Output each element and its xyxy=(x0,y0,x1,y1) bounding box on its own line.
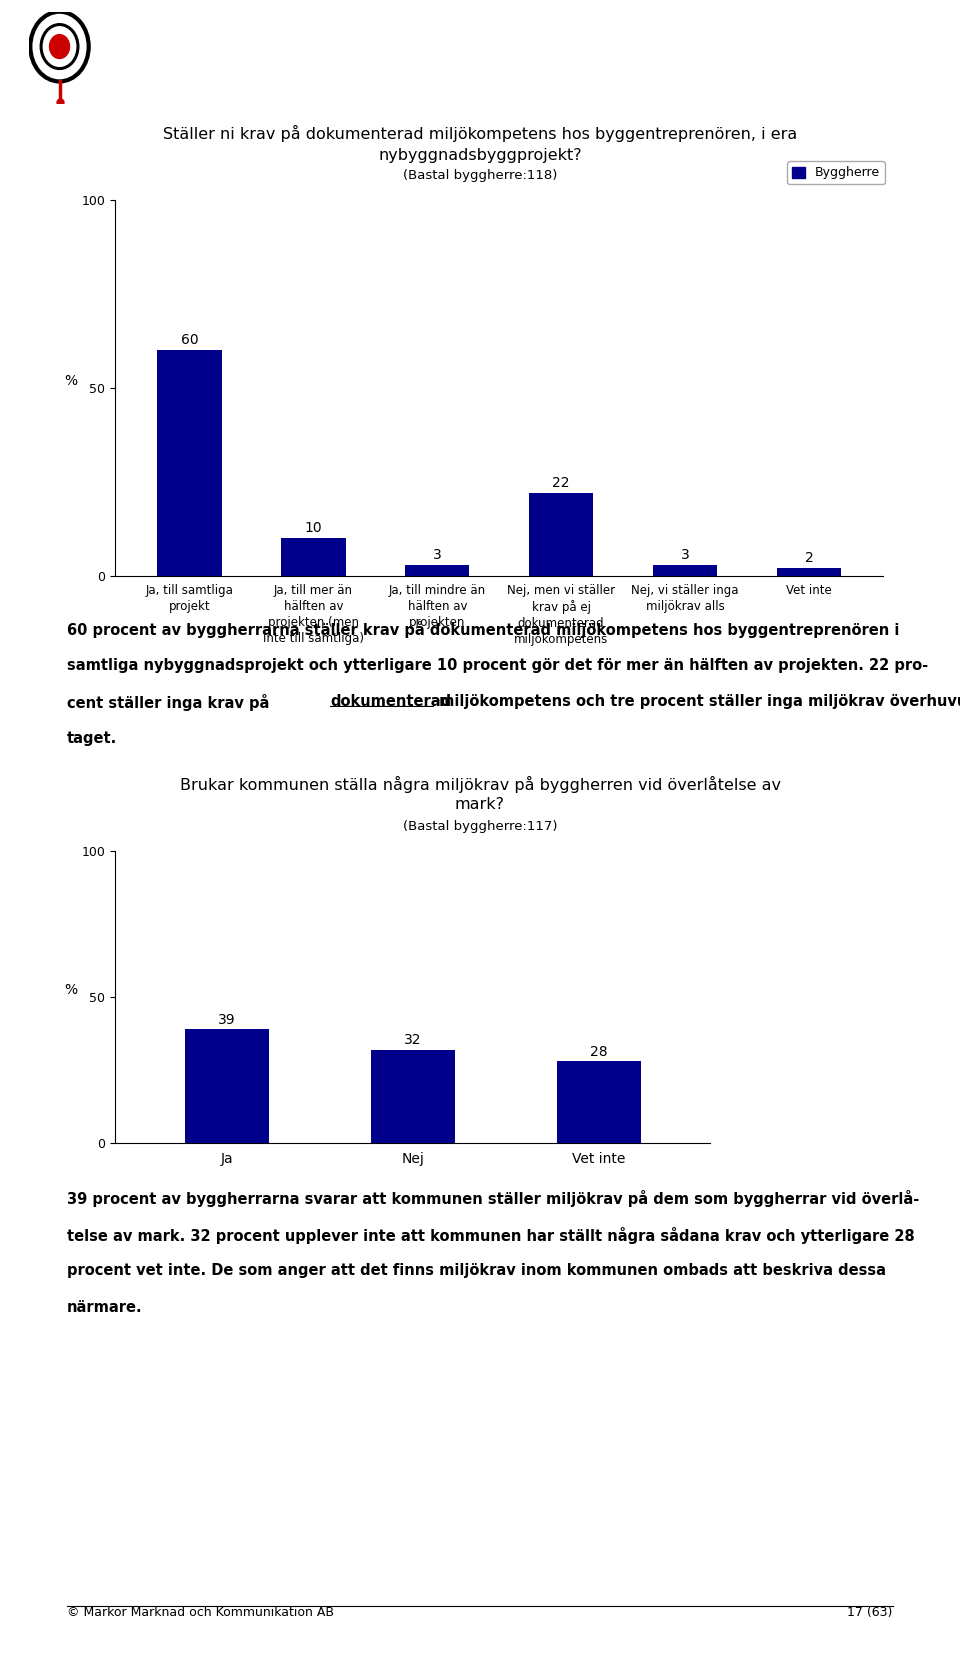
Text: © Markör Marknad och Kommunikation AB: © Markör Marknad och Kommunikation AB xyxy=(67,1606,334,1619)
Bar xyxy=(777,567,841,576)
Y-axis label: %: % xyxy=(64,374,77,389)
Bar xyxy=(529,494,593,576)
Text: cent ställer inga krav på: cent ställer inga krav på xyxy=(67,694,275,711)
Bar xyxy=(281,537,346,576)
Text: 2: 2 xyxy=(804,551,813,566)
Text: 10: 10 xyxy=(304,521,323,536)
Y-axis label: %: % xyxy=(64,983,77,998)
Text: 32: 32 xyxy=(404,1033,421,1048)
Text: Ställer ni krav på dokumenterad miljökompetens hos byggentreprenören, i era: Ställer ni krav på dokumenterad miljökom… xyxy=(163,125,797,142)
Text: 17 (63): 17 (63) xyxy=(848,1606,893,1619)
Text: samtliga nybyggnadsprojekt och ytterligare 10 procent gör det för mer än hälften: samtliga nybyggnadsprojekt och ytterliga… xyxy=(67,658,928,673)
Bar xyxy=(557,1061,640,1143)
Text: närmare.: närmare. xyxy=(67,1300,143,1315)
Bar xyxy=(405,564,469,576)
Text: 28: 28 xyxy=(590,1045,608,1060)
Text: 3: 3 xyxy=(681,547,689,561)
Bar xyxy=(185,1030,269,1143)
Text: (Bastal byggherre:117): (Bastal byggherre:117) xyxy=(403,819,557,833)
Circle shape xyxy=(50,35,69,58)
Bar xyxy=(653,564,717,576)
Text: dokumenterad: dokumenterad xyxy=(330,694,451,709)
Text: 39: 39 xyxy=(218,1013,235,1026)
Legend: Byggherre: Byggherre xyxy=(787,162,884,185)
Text: 39 procent av byggherrarna svarar att kommunen ställer miljökrav på dem som bygg: 39 procent av byggherrarna svarar att ko… xyxy=(67,1190,920,1207)
Text: miljökompetens och tre procent ställer inga miljökrav överhuvud-: miljökompetens och tre procent ställer i… xyxy=(434,694,960,709)
Text: mark?: mark? xyxy=(455,798,505,811)
Text: 60: 60 xyxy=(180,334,199,347)
Text: nybyggnadsbyggprojekt?: nybyggnadsbyggprojekt? xyxy=(378,149,582,162)
Text: procent vet inte. De som anger att det finns miljökrav inom kommunen ombads att : procent vet inte. De som anger att det f… xyxy=(67,1263,886,1278)
Bar xyxy=(371,1050,455,1143)
Bar xyxy=(157,350,222,576)
Text: telse av mark. 32 procent upplever inte att kommunen har ställt några sådana kra: telse av mark. 32 procent upplever inte … xyxy=(67,1227,915,1243)
Text: taget.: taget. xyxy=(67,731,117,746)
Text: (Bastal byggherre:118): (Bastal byggherre:118) xyxy=(403,169,557,182)
Text: 60 procent av byggherrarna ställer krav på dokumenterad miljökompetens hos bygge: 60 procent av byggherrarna ställer krav … xyxy=(67,621,900,638)
Text: 3: 3 xyxy=(433,547,442,561)
Text: Brukar kommunen ställa några miljökrav på byggherren vid överlåtelse av: Brukar kommunen ställa några miljökrav p… xyxy=(180,776,780,793)
Text: 22: 22 xyxy=(552,476,570,491)
